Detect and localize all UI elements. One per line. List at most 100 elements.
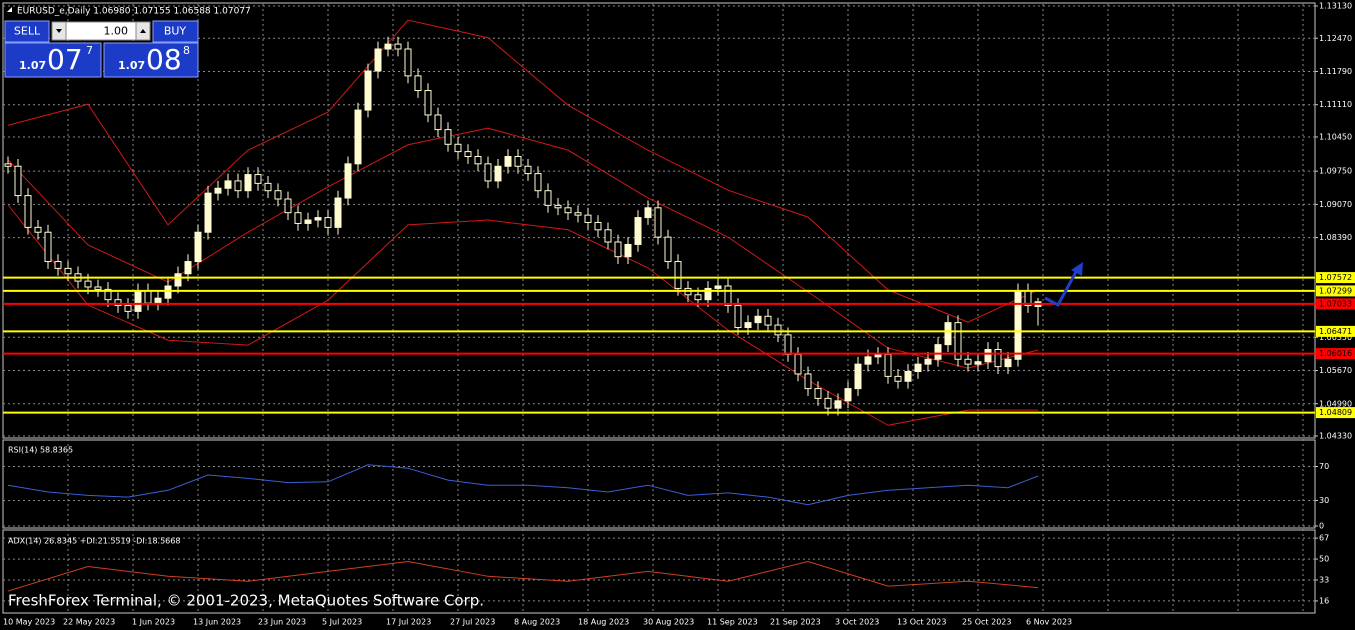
indicator-title: RSI(14) 58.8365 [8, 446, 73, 455]
candle-body [754, 315, 762, 324]
x-tick-label: 1 Jun 2023 [132, 618, 175, 627]
candle-body [1004, 358, 1012, 368]
y-tick-label: 1.05670 [1319, 366, 1352, 375]
candle-body [64, 267, 72, 275]
candle-body [374, 48, 382, 72]
candle-body [34, 226, 42, 233]
candle-body [394, 43, 402, 50]
candle-body [474, 156, 482, 165]
candle-body [824, 397, 832, 409]
candle-body [324, 217, 332, 228]
candle-body [204, 192, 212, 233]
candle-body [14, 165, 22, 197]
candle-body [864, 356, 872, 365]
candle-body [494, 165, 502, 182]
y-tick-label: 16 [1319, 596, 1329, 605]
level-label: 1.04809 [1319, 408, 1352, 417]
grid-layer [3, 4, 1315, 612]
candle-body [434, 114, 442, 131]
candle-body [604, 229, 612, 243]
y-tick-label: 1.09070 [1319, 200, 1352, 209]
y-tick-label: 1.06350 [1319, 333, 1352, 342]
candle-body [814, 388, 822, 399]
candle-body [254, 174, 262, 184]
bid-main: 07 [47, 43, 83, 76]
candle-body [734, 305, 742, 329]
candle-body [544, 190, 552, 206]
level-label: 1.06016 [1319, 349, 1352, 358]
candle-body [554, 204, 562, 209]
candle-body [924, 358, 932, 365]
candle-body [94, 286, 102, 290]
candle-body [354, 109, 362, 165]
candle-body [4, 163, 12, 167]
candle-body [44, 231, 52, 263]
trade-panel: SELL 1.00 BUY 1.07 07 7 1.07 08 8 [4, 20, 199, 78]
symbol-icon [7, 7, 12, 12]
y-tick-label: 0 [1319, 522, 1324, 531]
candle-body [524, 165, 532, 175]
candle-body [154, 297, 162, 304]
candle-body [194, 231, 202, 263]
candle-body [424, 90, 432, 116]
x-tick-label: 22 May 2023 [63, 618, 115, 627]
candle-body [1014, 290, 1022, 360]
lot-input[interactable] [51, 21, 151, 41]
level-label: 1.07299 [1319, 286, 1352, 295]
y-tick-label: 1.09750 [1319, 167, 1352, 176]
level-label: 1.07572 [1319, 273, 1352, 282]
candle-body [104, 288, 112, 301]
candle-body [594, 221, 602, 231]
candle-body [274, 190, 282, 200]
candle-body [954, 322, 962, 360]
forecast-arrowhead [1071, 262, 1083, 276]
x-tick-label: 6 Nov 2023 [1026, 618, 1072, 627]
lot-up-icon [140, 29, 146, 33]
y-tick-label: 30 [1319, 496, 1329, 505]
candle-body [874, 353, 882, 358]
bid-box[interactable] [4, 42, 102, 78]
candle-body [404, 48, 412, 77]
level-label: 1.06471 [1319, 327, 1352, 336]
candle-body [744, 322, 752, 329]
indicator-title: ADX(14) 26.8345 +DI:21.5519 -DI:18.5668 [8, 537, 180, 546]
bid-big: 1.07 [19, 59, 46, 72]
candle-body [84, 280, 92, 288]
buy-button[interactable] [152, 20, 199, 43]
candle-body [624, 243, 632, 258]
candle-body [114, 299, 122, 307]
candle-body [974, 361, 982, 365]
level-label: 1.07033 [1319, 299, 1352, 308]
candle-body [304, 219, 312, 224]
candle-body [634, 217, 642, 245]
level-label-box [1316, 348, 1355, 360]
y-tick-label: 1.10450 [1319, 132, 1352, 141]
lot-down-icon [56, 29, 62, 33]
candle-body [894, 375, 902, 382]
x-tick-label: 23 Jun 2023 [258, 618, 306, 627]
candle-body [564, 207, 572, 214]
candle-body [284, 198, 292, 214]
level-label-box [1316, 272, 1355, 284]
rsi-panel-frame [2, 439, 1316, 529]
y-tick-label: 1.12470 [1319, 34, 1352, 43]
candle-body [444, 129, 452, 145]
chart-header: EURUSD_e,Daily 1.06980 1.07155 1.06588 1… [17, 7, 251, 17]
candle-body [244, 174, 252, 192]
candle-body [294, 212, 302, 224]
candle-body [144, 290, 152, 304]
indicator-line [7, 464, 1039, 506]
x-tick-label: 18 Aug 2023 [578, 618, 629, 627]
candle-body [934, 344, 942, 360]
watermark: FreshForex Terminal, © 2001-2023, MetaQu… [8, 592, 484, 610]
sell-button[interactable] [4, 20, 50, 43]
x-tick-label: 10 May 2023 [3, 618, 55, 627]
candle-body [364, 70, 372, 111]
x-tick-label: 11 Sep 2023 [707, 618, 758, 627]
candle-body [804, 373, 812, 390]
candle-body [464, 151, 472, 157]
candle-body [994, 349, 1002, 368]
ask-box[interactable] [103, 42, 199, 78]
x-tick-label: 25 Oct 2023 [962, 618, 1011, 627]
level-label-box [1316, 325, 1355, 337]
